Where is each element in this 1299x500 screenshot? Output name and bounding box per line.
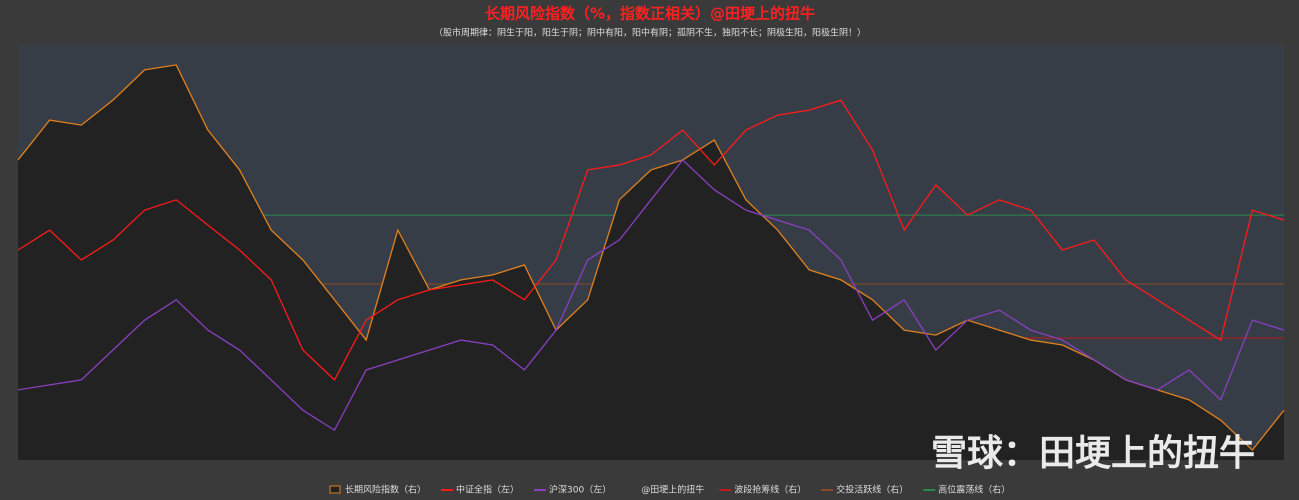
series-line <box>17 158 1285 432</box>
legend-label: @田埂上的扭牛 <box>641 484 704 496</box>
legend-label: 交投活跃线（右） <box>836 484 908 496</box>
legend-label: 中证全指（左） <box>456 484 519 496</box>
legend-label: 长期风险指数（右） <box>345 484 426 496</box>
series-line <box>17 99 1285 381</box>
watermark: 雪球：田埂上的扭牛 <box>931 433 1255 474</box>
legend-swatch <box>329 485 341 494</box>
legend-label: 沪深300（左） <box>549 484 611 496</box>
chart-subtitle: （股市周期律：阴生于阳，阳生于阴；阴中有阳，阳中有阴；孤阴不生，独阳不长；阴极生… <box>434 27 866 39</box>
legend-label: 波段抢筹线（右） <box>734 484 806 496</box>
area-fill <box>18 64 1284 461</box>
series-line <box>17 64 1285 451</box>
chart-title: 长期风险指数（%，指数正相关）@田埂上的扭牛 <box>485 5 815 23</box>
legend-label: 高位震荡线（右） <box>938 484 1010 496</box>
